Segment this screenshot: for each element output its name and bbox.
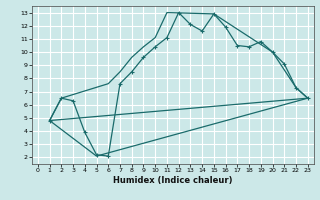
X-axis label: Humidex (Indice chaleur): Humidex (Indice chaleur) [113, 176, 233, 185]
